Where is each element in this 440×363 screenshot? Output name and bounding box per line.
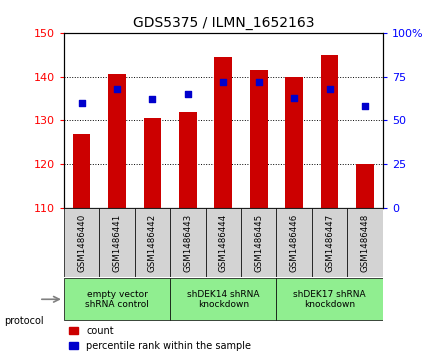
FancyBboxPatch shape xyxy=(64,208,99,277)
Title: GDS5375 / ILMN_1652163: GDS5375 / ILMN_1652163 xyxy=(132,16,314,30)
Bar xyxy=(285,77,303,208)
Bar xyxy=(250,70,268,208)
Bar xyxy=(179,112,197,208)
Point xyxy=(291,95,298,101)
FancyBboxPatch shape xyxy=(241,208,276,277)
FancyBboxPatch shape xyxy=(347,208,383,277)
Text: GSM1486441: GSM1486441 xyxy=(113,214,121,272)
Point xyxy=(78,100,85,106)
Text: GSM1486443: GSM1486443 xyxy=(183,214,192,272)
Point xyxy=(184,91,191,97)
Text: protocol: protocol xyxy=(4,316,44,326)
FancyBboxPatch shape xyxy=(170,208,205,277)
Text: GSM1486440: GSM1486440 xyxy=(77,214,86,272)
FancyBboxPatch shape xyxy=(276,278,383,321)
Point xyxy=(114,86,121,92)
Point xyxy=(255,79,262,85)
Text: empty vector
shRNA control: empty vector shRNA control xyxy=(85,290,149,309)
FancyBboxPatch shape xyxy=(99,208,135,277)
Text: GSM1486442: GSM1486442 xyxy=(148,214,157,272)
Bar xyxy=(214,57,232,208)
Text: GSM1486444: GSM1486444 xyxy=(219,214,228,272)
Point xyxy=(149,97,156,102)
FancyBboxPatch shape xyxy=(64,278,170,321)
Point xyxy=(362,103,369,109)
Text: GSM1486446: GSM1486446 xyxy=(290,214,299,272)
Bar xyxy=(143,118,161,208)
Text: GSM1486448: GSM1486448 xyxy=(360,214,370,272)
Bar xyxy=(321,54,338,208)
Legend: count, percentile rank within the sample: count, percentile rank within the sample xyxy=(69,326,251,351)
FancyBboxPatch shape xyxy=(170,278,276,321)
Text: GSM1486447: GSM1486447 xyxy=(325,214,334,272)
Bar xyxy=(108,74,126,208)
Text: shDEK17 shRNA
knockdown: shDEK17 shRNA knockdown xyxy=(293,290,366,309)
Text: shDEK14 shRNA
knockdown: shDEK14 shRNA knockdown xyxy=(187,290,260,309)
Bar xyxy=(73,134,90,208)
Bar xyxy=(356,164,374,208)
FancyBboxPatch shape xyxy=(312,208,347,277)
Text: GSM1486445: GSM1486445 xyxy=(254,214,263,272)
Point xyxy=(220,79,227,85)
Point xyxy=(326,86,333,92)
FancyBboxPatch shape xyxy=(205,208,241,277)
FancyBboxPatch shape xyxy=(135,208,170,277)
FancyBboxPatch shape xyxy=(276,208,312,277)
